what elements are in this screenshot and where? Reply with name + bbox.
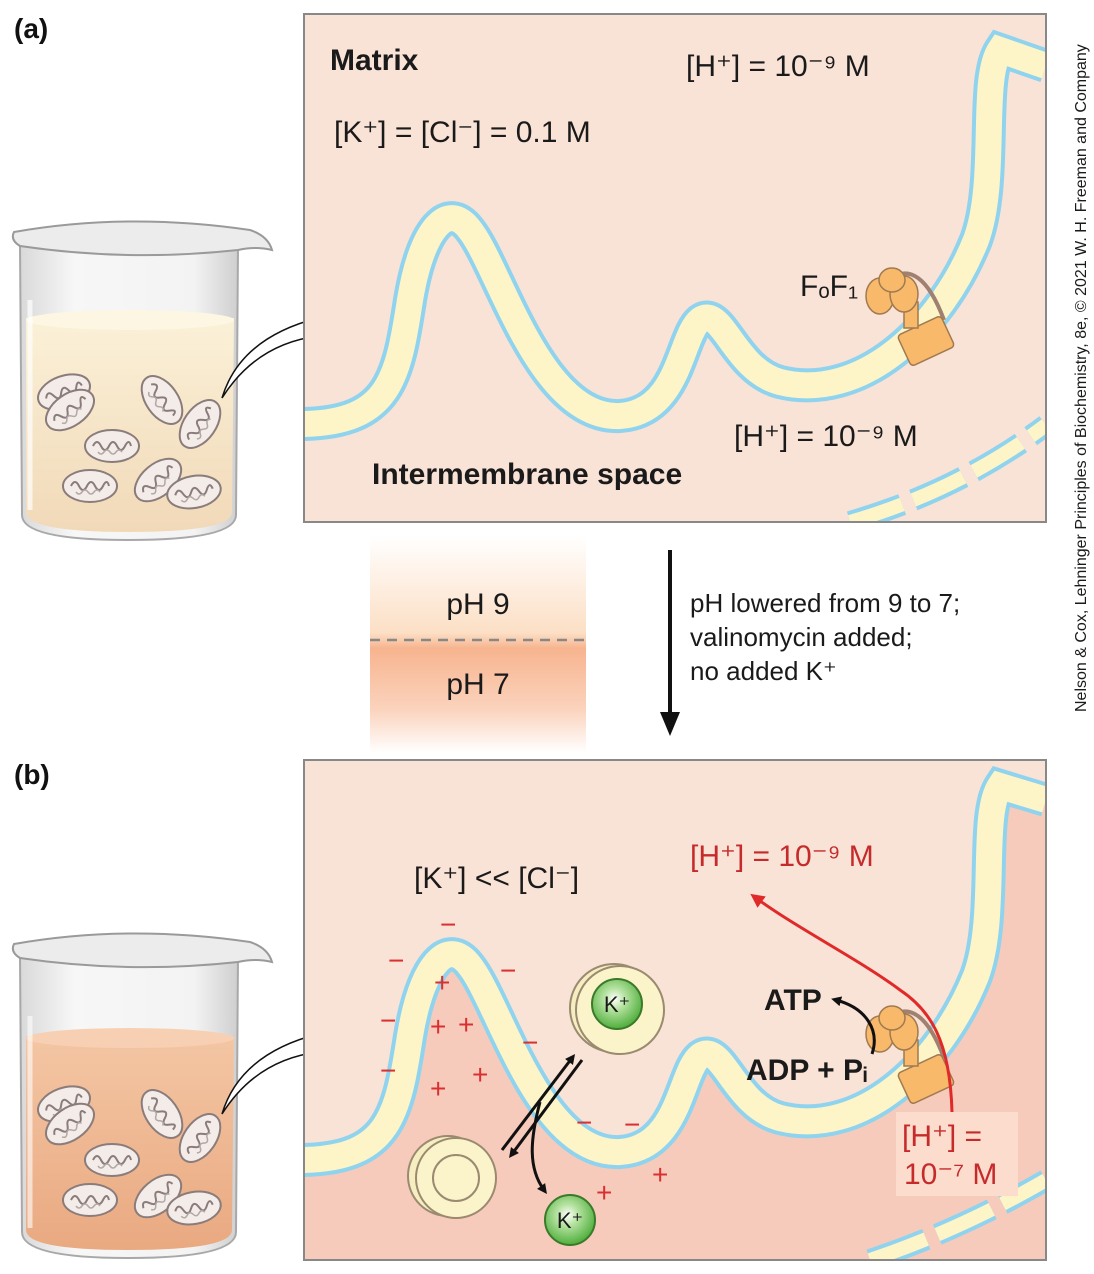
membrane-charges: − − − − − − − − + + + + + + + (380, 909, 668, 1208)
panel-b-letter: (b) (14, 759, 50, 790)
k-vs-cl-label: [K⁺] << [Cl⁻] (414, 862, 579, 895)
svg-text:−: − (380, 1005, 396, 1036)
beaker-a (11, 220, 274, 542)
step-text-line-2: valinomycin added; (690, 622, 913, 652)
k-cl-concentration: [K⁺] = [Cl⁻] = 0.1 M (334, 116, 591, 149)
svg-text:+: + (458, 1009, 474, 1040)
svg-text:−: − (500, 955, 516, 986)
svg-text:−: − (388, 945, 404, 976)
atp-synthase-a (865, 267, 955, 366)
svg-text:+: + (472, 1059, 488, 1090)
outer-membrane-a (846, 416, 1046, 522)
atp-formation-arrow (831, 996, 876, 1055)
h-intermembrane-box (896, 1112, 1018, 1196)
valinomycin-lower (407, 1135, 497, 1219)
h-concentration-matrix-b: [H⁺] = 10⁻⁹ M (690, 840, 874, 873)
outer-membrane-b (866, 1170, 1046, 1260)
svg-text:+: + (430, 1073, 446, 1104)
svg-text:−: − (522, 1027, 538, 1058)
intermembrane-space-label: Intermembrane space (372, 458, 682, 491)
h-concentration-matrix-a: [H⁺] = 10⁻⁹ M (686, 50, 870, 83)
fof1-label: FₒF₁ (800, 270, 858, 303)
svg-text:+: + (596, 1177, 612, 1208)
atp-synthase-b (865, 1005, 955, 1104)
svg-text:+: + (434, 967, 450, 998)
step-arrow (660, 550, 680, 736)
step-text-line-1: pH lowered from 9 to 7; (690, 588, 960, 618)
copyright-credit: Nelson & Cox, Lehninger Principles of Bi… (1073, 44, 1090, 712)
h-intermembrane-b-line-2: 10⁻⁷ M (904, 1158, 997, 1191)
ph-gradient-legend (370, 535, 586, 753)
k-ion-lower-label: K⁺ (557, 1208, 583, 1233)
valinomycin-transport-arrows (500, 1054, 584, 1195)
ph-7-label: pH 7 (446, 668, 509, 701)
h-concentration-intermembrane-a: [H⁺] = 10⁻⁹ M (734, 420, 918, 453)
k-ion-upper-label: K⁺ (604, 992, 630, 1017)
beaker-b (11, 932, 274, 1260)
potassium-ion-lower (544, 1194, 596, 1246)
ph-9-label: pH 9 (446, 588, 509, 621)
h-intermembrane-b-line-1: [H⁺] = (902, 1120, 982, 1153)
svg-text:+: + (430, 1011, 446, 1042)
svg-text:−: − (624, 1109, 640, 1140)
svg-text:−: − (440, 909, 456, 940)
panel-a (303, 13, 1047, 523)
step-text-line-3: no added K⁺ (690, 656, 837, 686)
adp-pi-label: ADP + Pᵢ (746, 1054, 867, 1087)
svg-text:−: − (380, 1055, 396, 1086)
inner-membrane-a (304, 29, 1046, 441)
panel-b (303, 759, 1047, 1261)
panel-a-letter: (a) (14, 13, 48, 44)
potassium-ion-upper (591, 978, 643, 1030)
svg-text:+: + (652, 1159, 668, 1190)
atp-label: ATP (764, 984, 822, 1017)
proton-flow-arrow (750, 893, 954, 1113)
inner-membrane-b (304, 766, 1046, 1177)
svg-text:−: − (576, 1107, 592, 1138)
matrix-label: Matrix (330, 44, 419, 77)
